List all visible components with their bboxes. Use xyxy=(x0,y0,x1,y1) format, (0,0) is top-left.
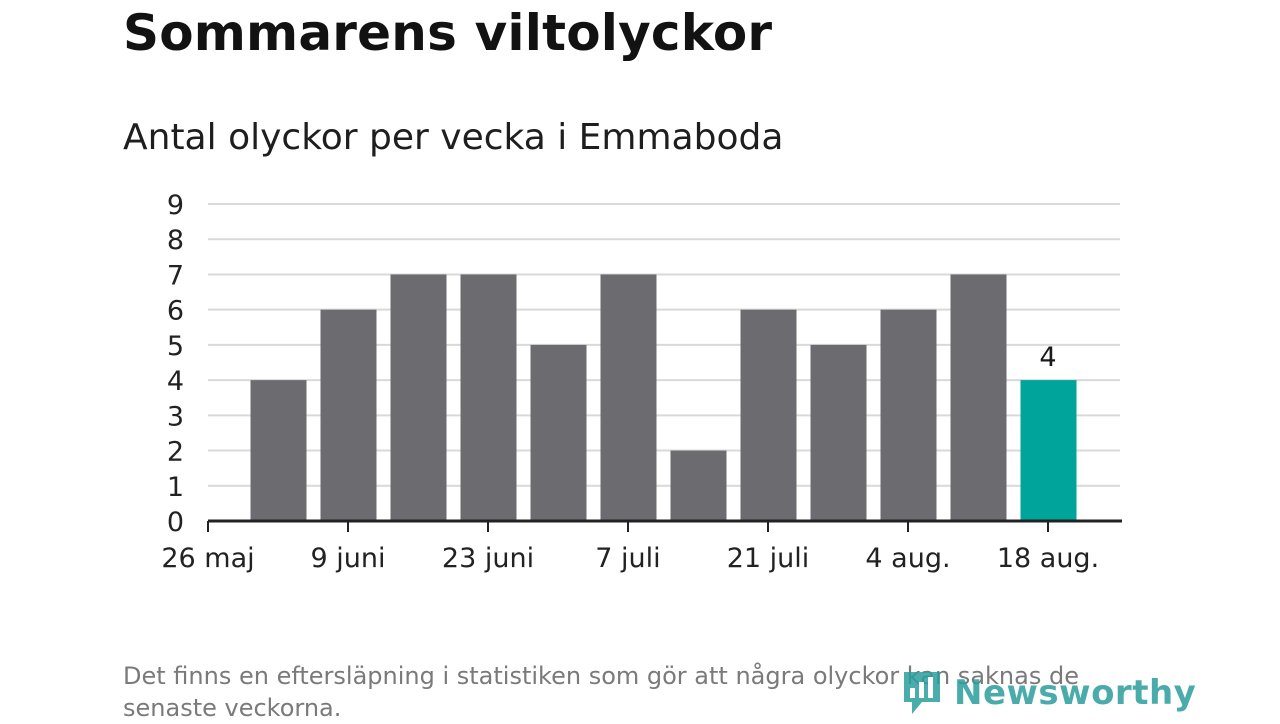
x-tick-label: 9 juni xyxy=(311,543,386,574)
bar xyxy=(880,309,937,521)
data-label: 4 xyxy=(1039,342,1056,373)
bar xyxy=(670,450,727,521)
bar xyxy=(600,274,657,521)
x-tick-label: 7 juli xyxy=(595,543,660,574)
bar xyxy=(460,274,517,521)
x-tick-label: 21 juli xyxy=(727,543,810,574)
y-tick-label: 5 xyxy=(167,331,184,362)
bar xyxy=(250,380,307,521)
bar xyxy=(950,274,1007,521)
y-tick-label: 6 xyxy=(167,296,184,327)
x-tick-label: 4 aug. xyxy=(865,543,950,574)
y-tick-label: 3 xyxy=(167,401,184,432)
bar xyxy=(740,309,797,521)
x-tick-label: 18 aug. xyxy=(997,543,1099,574)
bar xyxy=(530,344,587,521)
x-tick-label: 23 juni xyxy=(442,543,534,574)
highlighted-bar xyxy=(1020,380,1077,521)
bar xyxy=(810,344,867,521)
bar xyxy=(320,309,377,521)
y-tick-label: 0 xyxy=(167,507,184,538)
newsworthy-logo-icon xyxy=(904,672,940,714)
bar xyxy=(390,274,447,521)
logo-text: Newsworthy xyxy=(954,673,1197,713)
newsworthy-logo[interactable]: Newsworthy xyxy=(900,668,1196,718)
y-tick-label: 7 xyxy=(167,260,184,291)
x-tick-label: 26 maj xyxy=(161,543,254,574)
y-tick-label: 1 xyxy=(167,472,184,503)
y-tick-label: 4 xyxy=(167,366,184,397)
y-tick-label: 9 xyxy=(167,190,184,221)
chart-subtitle: Antal olyckor per vecka i Emmaboda xyxy=(123,117,784,158)
y-tick-label: 8 xyxy=(167,225,184,256)
y-tick-label: 2 xyxy=(167,437,184,468)
chart-title: Sommarens viltolyckor xyxy=(123,4,773,62)
